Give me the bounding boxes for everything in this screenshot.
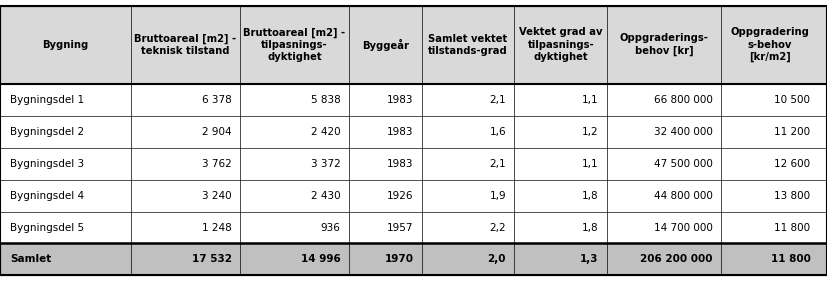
Text: 2,0: 2,0 bbox=[488, 254, 506, 264]
Bar bbox=[0, 212, 827, 243]
Text: Bygningsdel 5: Bygningsdel 5 bbox=[10, 223, 84, 233]
Text: 1983: 1983 bbox=[387, 159, 414, 169]
Text: Bruttoareal [m2] -
tilpasnings-
dyktighet: Bruttoareal [m2] - tilpasnings- dyktighe… bbox=[243, 27, 346, 62]
Bar bbox=[0, 148, 827, 180]
Text: 1,1: 1,1 bbox=[582, 95, 599, 105]
Text: Byggeår: Byggeår bbox=[362, 39, 409, 51]
Text: Bygningsdel 4: Bygningsdel 4 bbox=[10, 191, 84, 201]
Text: 11 200: 11 200 bbox=[774, 127, 810, 137]
Bar bbox=[0, 180, 827, 212]
Text: 1,8: 1,8 bbox=[582, 223, 599, 233]
Text: Bygningsdel 3: Bygningsdel 3 bbox=[10, 159, 84, 169]
Text: 2 904: 2 904 bbox=[202, 127, 232, 137]
Text: 1,1: 1,1 bbox=[582, 159, 599, 169]
Text: 1926: 1926 bbox=[387, 191, 414, 201]
Text: 1,6: 1,6 bbox=[490, 127, 506, 137]
Text: 11 800: 11 800 bbox=[771, 254, 810, 264]
Text: 1 248: 1 248 bbox=[202, 223, 232, 233]
Text: 1,2: 1,2 bbox=[582, 127, 599, 137]
Text: 5 838: 5 838 bbox=[311, 95, 341, 105]
Text: 1,9: 1,9 bbox=[490, 191, 506, 201]
Text: 66 800 000: 66 800 000 bbox=[654, 95, 713, 105]
Text: Bygningsdel 1: Bygningsdel 1 bbox=[10, 95, 84, 105]
Text: 32 400 000: 32 400 000 bbox=[654, 127, 713, 137]
Text: 206 200 000: 206 200 000 bbox=[640, 254, 713, 264]
Text: 2 420: 2 420 bbox=[311, 127, 341, 137]
Text: Samlet: Samlet bbox=[10, 254, 51, 264]
Text: 17 532: 17 532 bbox=[192, 254, 232, 264]
Text: Samlet vektet
tilstands-grad: Samlet vektet tilstands-grad bbox=[428, 34, 508, 56]
Text: 11 800: 11 800 bbox=[774, 223, 810, 233]
Text: 3 240: 3 240 bbox=[202, 191, 232, 201]
Text: 6 378: 6 378 bbox=[202, 95, 232, 105]
Text: 3 762: 3 762 bbox=[202, 159, 232, 169]
Bar bbox=[0, 84, 827, 116]
Bar bbox=[0, 116, 827, 148]
Text: 12 600: 12 600 bbox=[774, 159, 810, 169]
Bar bbox=[0, 6, 827, 84]
Text: Oppgradering
s-behov
[kr/m2]: Oppgradering s-behov [kr/m2] bbox=[730, 27, 810, 62]
Text: 1,3: 1,3 bbox=[581, 254, 599, 264]
Bar bbox=[0, 243, 827, 275]
Text: Bruttoareal [m2] -
teknisk tilstand: Bruttoareal [m2] - teknisk tilstand bbox=[134, 33, 237, 56]
Text: 10 500: 10 500 bbox=[774, 95, 810, 105]
Text: 2,2: 2,2 bbox=[490, 223, 506, 233]
Text: 1970: 1970 bbox=[385, 254, 414, 264]
Text: 2,1: 2,1 bbox=[490, 159, 506, 169]
Text: 14 996: 14 996 bbox=[301, 254, 341, 264]
Text: Oppgraderings-
behov [kr]: Oppgraderings- behov [kr] bbox=[619, 33, 709, 56]
Text: 1957: 1957 bbox=[387, 223, 414, 233]
Text: 936: 936 bbox=[321, 223, 341, 233]
Text: 2,1: 2,1 bbox=[490, 95, 506, 105]
Text: 14 700 000: 14 700 000 bbox=[654, 223, 713, 233]
Text: 1,8: 1,8 bbox=[582, 191, 599, 201]
Text: 1983: 1983 bbox=[387, 95, 414, 105]
Text: Bygningsdel 2: Bygningsdel 2 bbox=[10, 127, 84, 137]
Text: 44 800 000: 44 800 000 bbox=[654, 191, 713, 201]
Text: 47 500 000: 47 500 000 bbox=[654, 159, 713, 169]
Text: Vektet grad av
tilpasnings-
dyktighet: Vektet grad av tilpasnings- dyktighet bbox=[519, 28, 602, 62]
Text: 3 372: 3 372 bbox=[311, 159, 341, 169]
Text: 1983: 1983 bbox=[387, 127, 414, 137]
Text: 13 800: 13 800 bbox=[774, 191, 810, 201]
Text: Bygning: Bygning bbox=[42, 40, 88, 50]
Text: 2 430: 2 430 bbox=[311, 191, 341, 201]
